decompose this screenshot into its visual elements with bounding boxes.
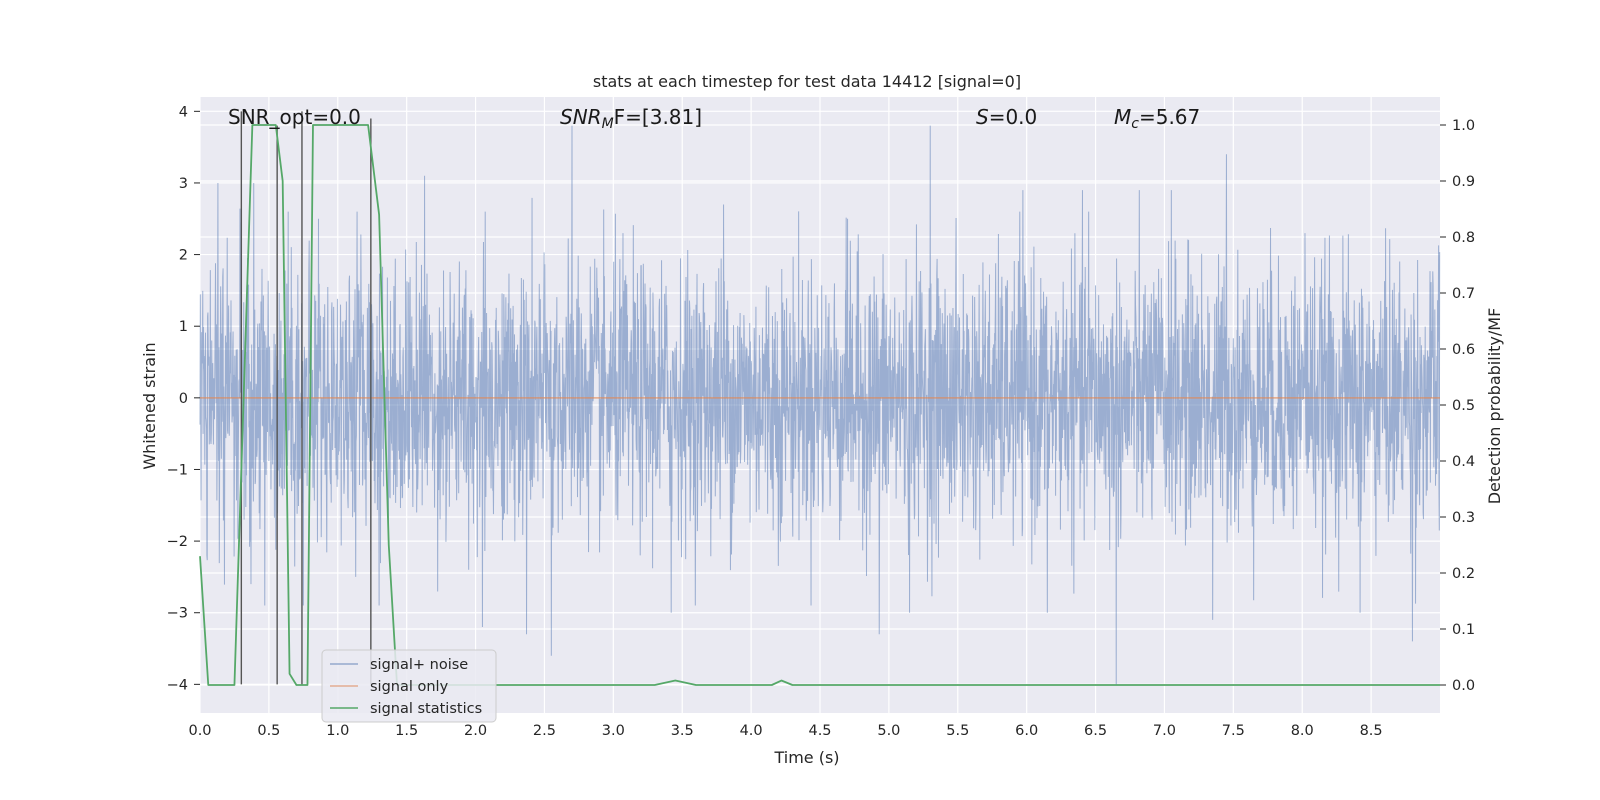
annotation-s: S=0.0 — [976, 105, 1037, 129]
y-right-tick-label: 0.0 — [1452, 678, 1475, 694]
y-right-axis-ticks: 1.0 0.9 0.8 0.7 0.6 0.5 0.4 0.3 0.2 0.1 0.0 — [1440, 118, 1475, 694]
x-tick-label: 1.5 — [395, 723, 418, 739]
y-right-tick-label: 0.4 — [1452, 454, 1475, 470]
y-right-axis-label: Detection probability/MF — [1485, 308, 1504, 505]
y-left-tick-label: 2 — [179, 248, 188, 264]
y-right-tick-label: 0.7 — [1452, 286, 1475, 302]
x-axis-label: Time (s) — [773, 748, 839, 767]
x-tick-label: 7.0 — [1153, 723, 1176, 739]
y-right-tick-label: 0.9 — [1452, 174, 1475, 190]
x-tick-label: 8.5 — [1360, 723, 1383, 739]
x-tick-label: 3.0 — [602, 723, 625, 739]
series-signal-noise — [199, 125, 1441, 685]
legend-label-signal-only: signal only — [370, 679, 449, 695]
x-tick-label: 1.0 — [326, 723, 349, 739]
annotation-snr-mf: SNRMF=[3.81] — [560, 105, 702, 132]
y-right-tick-label: 0.1 — [1452, 622, 1475, 638]
x-tick-label: 5.5 — [946, 723, 969, 739]
y-right-tick-label: 0.5 — [1452, 398, 1475, 414]
y-left-tick-label: −4 — [167, 677, 188, 693]
x-tick-label: 5.0 — [877, 723, 900, 739]
y-left-tick-label: 0 — [179, 391, 188, 407]
y-left-tick-label: −1 — [167, 462, 188, 478]
y-right-tick-label: 0.6 — [1452, 342, 1475, 358]
y-left-axis-label: Whitened strain — [140, 342, 159, 469]
legend-frame — [321, 649, 497, 723]
x-tick-label: 3.5 — [671, 723, 694, 739]
y-right-tick-label: 0.3 — [1452, 510, 1475, 526]
x-tick-label: 6.5 — [1084, 723, 1107, 739]
y-left-tick-label: 4 — [179, 104, 188, 120]
noise-trace — [199, 125, 1441, 685]
x-tick-label: 2.5 — [533, 723, 556, 739]
x-tick-label: 0.5 — [257, 723, 280, 739]
x-tick-label: 7.5 — [1222, 723, 1245, 739]
x-tick-label: 2.0 — [464, 723, 487, 739]
x-tick-label: 4.5 — [808, 723, 831, 739]
signal-statistics-line — [199, 124, 1440, 686]
y-left-tick-label: 1 — [179, 319, 188, 335]
legend-label-signal-statistics: signal statistics — [370, 701, 482, 717]
annotation-snr-opt: SNR_opt=0.0 — [228, 105, 361, 129]
chart-title: stats at each timestep for test data 144… — [593, 72, 1021, 91]
y-left-tick-label: −2 — [167, 534, 188, 550]
legend: signal+ noise signal only signal statist… — [321, 649, 497, 723]
x-tick-label: 8.0 — [1291, 723, 1314, 739]
event-markers — [240, 111, 372, 685]
series-signal-statistics — [199, 124, 1440, 686]
y-left-tick-label: 3 — [179, 176, 188, 192]
annotation-mc: Mc=5.67 — [1114, 105, 1200, 132]
y-right-tick-label: 0.2 — [1452, 566, 1475, 582]
x-tick-label: 6.0 — [1015, 723, 1038, 739]
x-tick-label: 0.0 — [188, 723, 211, 739]
x-tick-label: 4.0 — [740, 723, 763, 739]
y-right-tick-label: 1.0 — [1452, 118, 1475, 134]
y-left-axis-ticks: 4 3 2 1 0 −1 −2 −3 −4 — [167, 104, 200, 693]
y-left-tick-label: −3 — [167, 606, 188, 622]
x-axis-ticks: 0.0 0.5 1.0 1.5 2.0 2.5 3.0 3.5 4.0 4.5 5.0 5.5 6.0 6… — [188, 723, 1382, 739]
legend-label-signal-noise: signal+ noise — [370, 657, 468, 673]
y-right-tick-label: 0.8 — [1452, 230, 1475, 246]
